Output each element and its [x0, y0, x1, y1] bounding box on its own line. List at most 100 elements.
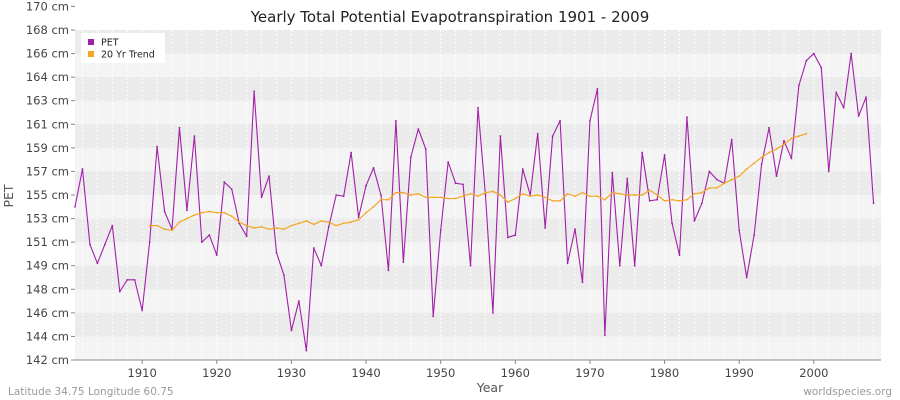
pet-data-point	[656, 198, 659, 201]
pet-data-point	[245, 235, 248, 238]
trend-data-point	[529, 195, 532, 198]
trend-data-point	[775, 148, 778, 150]
trend-data-point	[447, 197, 450, 200]
x-tick-label: 1930	[277, 366, 306, 380]
pet-data-point	[223, 181, 226, 183]
pet-data-point	[700, 202, 703, 205]
trend-data-point	[536, 194, 539, 196]
trend-data-point	[245, 224, 248, 227]
legend-label-trend: 20 Yr Trend	[101, 50, 155, 61]
trend-data-point	[738, 175, 741, 178]
pet-data-point	[857, 115, 860, 117]
trend-data-point	[215, 211, 218, 214]
pet-data-point	[395, 119, 397, 122]
trend-data-point	[268, 228, 270, 231]
trend-data-point	[700, 191, 703, 194]
trend-data-point	[499, 194, 502, 196]
trend-data-point	[626, 194, 629, 196]
x-axis-label: Year	[476, 380, 504, 395]
trend-data-point	[424, 196, 427, 199]
legend-label-pet: PET	[101, 38, 119, 49]
pet-data-point	[417, 128, 420, 130]
footer-location: Latitude 34.75 Longitude 60.75	[8, 386, 174, 398]
pet-data-point	[297, 300, 300, 302]
trend-data-point	[253, 227, 256, 229]
trend-data-point	[693, 192, 696, 195]
pet-data-point	[633, 264, 636, 267]
trend-data-point	[551, 199, 554, 202]
trend-data-point	[193, 214, 196, 216]
trend-data-point	[380, 198, 382, 201]
trend-data-point	[350, 221, 353, 224]
y-tick-label: 168 cm	[26, 23, 69, 37]
pet-data-point	[760, 163, 763, 166]
y-tick-label: 144 cm	[26, 329, 69, 343]
pet-data-point	[842, 106, 845, 109]
pet-data-point	[536, 132, 539, 135]
trend-data-point	[641, 194, 644, 196]
y-tick-label: 170 cm	[26, 0, 69, 13]
pet-data-point	[603, 334, 606, 337]
pet-data-point	[462, 183, 464, 186]
trend-data-point	[238, 221, 241, 224]
trend-data-point	[790, 137, 793, 140]
y-tick-label: 164 cm	[26, 70, 69, 84]
trend-data-point	[723, 182, 726, 185]
pet-data-point	[499, 135, 502, 137]
pet-data-point	[506, 236, 509, 239]
trend-data-point	[402, 191, 405, 194]
pet-data-point	[641, 151, 644, 154]
pet-data-point	[447, 161, 450, 163]
trend-data-point	[484, 191, 487, 194]
pet-data-point	[230, 188, 233, 191]
trend-data-point	[208, 210, 211, 213]
pet-data-point	[305, 349, 308, 352]
pet-data-point	[566, 262, 569, 265]
x-axis-ticks: 1910 1920 1930 1940 1950 1960 1970 1980 1990 2000	[128, 360, 828, 380]
pet-data-point	[290, 329, 293, 332]
trend-data-point	[768, 151, 770, 154]
pet-data-point	[454, 182, 457, 185]
pet-data-point	[559, 119, 561, 122]
pet-data-point	[186, 209, 188, 212]
y-axis-label: PET	[1, 184, 16, 207]
legend: PET 20 Yr Trend	[81, 33, 165, 63]
pet-data-point	[126, 278, 129, 281]
pet-data-point	[492, 311, 494, 314]
pet-data-point	[380, 194, 382, 196]
pet-data-point	[372, 166, 375, 169]
pet-data-point	[469, 264, 472, 267]
x-tick-label: 1990	[725, 366, 754, 380]
trend-data-point	[805, 132, 808, 135]
pet-data-point	[215, 254, 218, 257]
trend-data-point	[200, 211, 203, 214]
pet-data-point	[865, 96, 867, 99]
pet-data-point	[827, 170, 830, 173]
pet-data-point	[678, 254, 681, 257]
pet-data-point	[768, 126, 770, 129]
y-tick-label: 142 cm	[26, 353, 69, 367]
pet-data-point	[574, 228, 576, 231]
y-tick-label: 153 cm	[26, 212, 69, 226]
grid-band	[75, 30, 881, 54]
trend-data-point	[462, 195, 464, 198]
pet-data-point	[521, 168, 524, 170]
trend-data-point	[589, 195, 591, 198]
pet-data-point	[693, 220, 696, 222]
trend-data-point	[395, 191, 397, 194]
trend-data-point	[745, 168, 748, 170]
x-tick-label: 1960	[501, 366, 530, 380]
pet-data-point	[268, 175, 270, 178]
trend-data-point	[342, 222, 345, 225]
trend-data-point	[686, 198, 688, 201]
trend-data-point	[163, 228, 166, 231]
y-tick-label: 166 cm	[26, 47, 69, 61]
pet-data-point	[798, 84, 800, 87]
trend-data-point	[611, 191, 614, 194]
pet-data-point	[163, 210, 166, 213]
trend-data-point	[603, 198, 606, 201]
pet-data-point	[611, 171, 614, 174]
pet-data-point	[81, 168, 84, 170]
